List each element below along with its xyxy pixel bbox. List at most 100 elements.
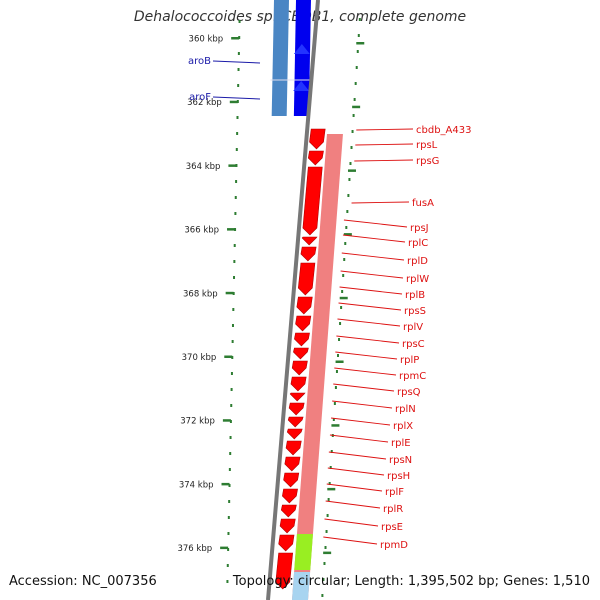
major-tick — [225, 291, 234, 295]
major-tick — [221, 482, 230, 486]
tick-mark — [231, 340, 234, 343]
major-tick — [331, 424, 340, 427]
leader-line — [327, 467, 385, 476]
tick-mark — [338, 338, 341, 341]
tick-mark — [230, 388, 233, 391]
reverse-cds — [293, 347, 309, 360]
tick-mark — [351, 130, 354, 133]
tick-mark — [328, 482, 331, 485]
tick-mark — [344, 242, 347, 245]
tick-mark — [349, 162, 352, 165]
gene-label-cbdb_A433[interactable]: cbdb_A433 — [416, 125, 471, 136]
scale-label: 364 kbp — [186, 162, 221, 172]
gene-label-rplP[interactable]: rplP — [400, 355, 419, 366]
rna-feature — [294, 534, 313, 570]
tick-mark — [237, 52, 240, 55]
tick-mark — [352, 114, 355, 117]
outer-tick-ring — [220, 20, 241, 583]
reverse-cds — [287, 416, 304, 428]
gene-label-rplN[interactable]: rplN — [395, 404, 416, 415]
backbone-line — [266, 0, 320, 600]
reverse-cds — [307, 150, 324, 166]
gene-label-rpsE[interactable]: rpsE — [381, 522, 403, 533]
scale-label: 366 kbp — [184, 226, 219, 236]
gene-label-rpsH[interactable]: rpsH — [387, 471, 410, 482]
tick-mark — [355, 66, 358, 69]
gene-label-fusA[interactable]: fusA — [412, 198, 434, 209]
leader-line — [340, 270, 404, 279]
gene-label-rpsN[interactable]: rpsN — [389, 455, 412, 466]
gene-label-rplR[interactable]: rplR — [383, 504, 403, 515]
leader-line — [332, 400, 393, 409]
tick-mark — [227, 548, 230, 551]
major-tick — [323, 551, 332, 555]
leader-line — [330, 417, 391, 426]
reverse-cds — [294, 332, 310, 347]
gene-label-rpsJ[interactable]: rpsJ — [410, 223, 429, 234]
tick-mark — [235, 164, 238, 167]
gene-label-rplW[interactable]: rplW — [406, 274, 429, 285]
gene-label-aroF[interactable]: aroF — [189, 92, 211, 103]
tick-mark — [339, 322, 342, 325]
reverse-strand-track — [275, 128, 343, 600]
tick-mark — [235, 148, 238, 151]
major-tick — [220, 546, 229, 550]
gene-label-rpmC[interactable]: rpmC — [399, 371, 426, 382]
tick-mark — [345, 226, 348, 229]
leader-line — [341, 252, 405, 261]
leader-line — [354, 159, 414, 162]
gene-label-aroB[interactable]: aroB — [188, 56, 211, 67]
tick-mark — [334, 386, 337, 389]
leader-line — [212, 96, 261, 100]
gene-label-rpsS[interactable]: rpsS — [404, 306, 426, 317]
tick-mark — [336, 354, 339, 357]
accession-text: Accession: NC_007356 — [9, 574, 157, 589]
tick-mark — [227, 516, 230, 519]
gene-label-rpsG[interactable]: rpsG — [416, 156, 439, 167]
gene-label-rplD[interactable]: rplD — [407, 256, 428, 267]
tick-mark — [230, 372, 233, 375]
gene-label-rplV[interactable]: rplV — [403, 322, 423, 333]
leader-line — [324, 518, 379, 527]
leader-line — [333, 383, 395, 392]
reverse-cds — [289, 392, 306, 402]
gene-label-rpsL[interactable]: rpsL — [416, 140, 438, 151]
gene-label-rplX[interactable]: rplX — [393, 421, 413, 432]
leader-line — [339, 286, 403, 295]
scale-label: 376 kbp — [177, 544, 212, 554]
reverse-cds — [291, 360, 308, 376]
major-tick — [224, 355, 233, 358]
reverse-cds — [278, 534, 295, 552]
tick-mark — [229, 436, 232, 439]
leader-line — [337, 318, 401, 327]
gene-label-rpmD[interactable]: rpmD — [380, 540, 408, 551]
major-tick — [229, 100, 238, 104]
tick-mark — [340, 306, 343, 309]
reverse-cds — [282, 488, 298, 504]
tick-mark — [342, 274, 345, 277]
gene-label-rpsQ[interactable]: rpsQ — [397, 387, 421, 398]
tick-mark — [228, 500, 231, 503]
gene-label-rplE[interactable]: rplE — [391, 438, 411, 449]
tick-mark — [346, 210, 349, 213]
major-tick — [343, 233, 352, 236]
tick-mark — [236, 100, 239, 103]
scale-label: 370 kbp — [182, 353, 217, 363]
gene-label-rpsC[interactable]: rpsC — [402, 339, 425, 350]
leader-line — [338, 302, 402, 311]
gene-label-rplC[interactable]: rplC — [408, 238, 428, 249]
tick-mark — [326, 514, 329, 517]
tick-mark — [357, 34, 360, 37]
tick-mark — [234, 212, 237, 215]
gene-label-rplF[interactable]: rplF — [385, 487, 404, 498]
gene-label-rplB[interactable]: rplB — [405, 290, 425, 301]
reverse-cds — [301, 236, 318, 246]
gene-labels: 360 kbp 362 kbp 364 kbp 366 kbp 368 kbp 370 k… — [177, 35, 471, 555]
cds-arrow — [293, 81, 310, 91]
leader-line — [334, 367, 397, 376]
tick-mark — [332, 418, 335, 421]
tick-mark — [322, 578, 325, 581]
leader-line — [326, 483, 383, 492]
tick-mark — [356, 50, 359, 53]
